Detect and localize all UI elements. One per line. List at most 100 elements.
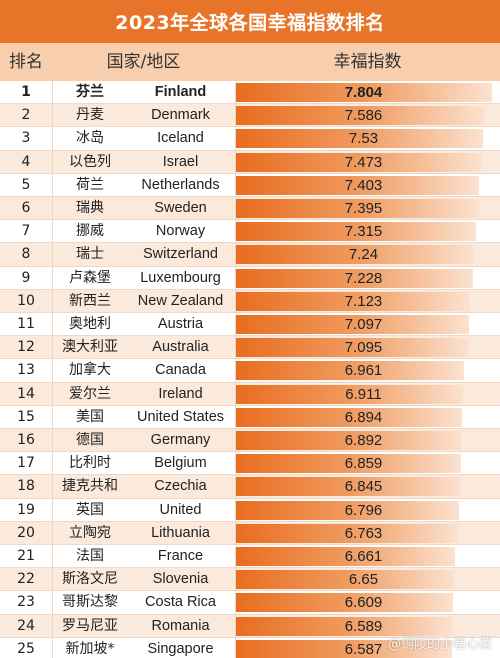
column-divider [235, 266, 236, 290]
score-bar [236, 175, 479, 195]
country-en-cell: Belgium [154, 455, 207, 472]
column-divider [52, 498, 53, 522]
column-divider [235, 521, 236, 545]
country-en-cell: United [159, 501, 202, 518]
score-bar [236, 83, 492, 102]
score-bar [236, 616, 453, 636]
column-divider [52, 429, 53, 453]
country-en-cell: Israel [162, 153, 199, 170]
country-en-cell: New Zealand [137, 292, 224, 309]
column-divider [235, 173, 236, 197]
score-bar [236, 639, 453, 658]
column-divider [52, 359, 53, 383]
column-divider [235, 104, 236, 128]
row-divider [0, 335, 500, 337]
column-divider [52, 127, 53, 151]
score-bar [236, 454, 461, 474]
country-cn-cell: 德国 [76, 432, 104, 448]
rank-cell: 18 [17, 478, 35, 495]
score-label: 7.315 [344, 223, 383, 241]
score-bar [236, 477, 461, 497]
score-bar [236, 291, 470, 311]
country-cn-cell: 冰岛 [76, 130, 104, 147]
row-divider [0, 358, 500, 360]
score-label: 6.763 [344, 524, 383, 542]
country-cn-cell: 卢森堡 [69, 269, 111, 286]
country-cn-cell: 荷兰 [76, 176, 104, 193]
table-row: 3 冰岛 Iceland 7.53 [0, 127, 500, 151]
score-bar [236, 199, 479, 218]
rank-cell: 4 [21, 153, 31, 170]
row-divider [0, 149, 500, 151]
score-bar [236, 338, 469, 358]
rank-cell: 24 [17, 617, 35, 634]
column-divider [52, 313, 53, 337]
country-cn-cell: 瑞士 [76, 246, 104, 263]
header-rank: 排名 [9, 52, 43, 72]
rank-cell: 8 [21, 246, 31, 263]
score-label: 7.095 [344, 339, 383, 357]
score-bar [236, 152, 482, 172]
score-label: 6.661 [344, 548, 383, 565]
country-cn-cell: 罗马尼亚 [62, 617, 118, 634]
score-label: 7.473 [344, 153, 383, 171]
score-bar [236, 500, 459, 520]
column-divider [52, 382, 53, 406]
watermark: @铜陵的小巷心菜 [387, 637, 492, 652]
column-divider [52, 220, 53, 244]
row-divider [0, 219, 500, 221]
column-divider [235, 614, 236, 638]
score-bar [236, 431, 463, 450]
score-label: 6.892 [344, 432, 383, 449]
column-divider [235, 568, 236, 592]
country-cn-cell: 丹麦 [76, 107, 104, 124]
rank-cell: 2 [21, 107, 31, 124]
rank-cell: 17 [17, 455, 35, 472]
column-divider [235, 405, 236, 429]
score-bar [236, 106, 485, 126]
country-cn-cell: 挪威 [76, 223, 104, 240]
table-row: 21 法国 France 6.661 [0, 545, 500, 569]
country-en-cell: Singapore [147, 640, 214, 657]
rank-cell: 22 [17, 571, 35, 588]
table-row: 11 奥地利 Austria 7.097 [0, 313, 500, 337]
column-divider [52, 452, 53, 476]
score-label: 7.586 [344, 107, 383, 125]
table-row: 9 卢森堡 Luxembourg 7.228 [0, 266, 500, 290]
rank-cell: 1 [21, 84, 31, 100]
column-divider [235, 452, 236, 476]
column-divider [235, 150, 236, 174]
rank-cell: 15 [17, 408, 35, 425]
row-divider [0, 404, 500, 406]
country-en-cell: Switzerland [143, 246, 218, 263]
row-divider [0, 590, 500, 592]
country-en-cell: Denmark [151, 107, 210, 124]
score-bar [236, 384, 463, 404]
column-divider [235, 313, 236, 337]
column-divider [52, 266, 53, 290]
table-row: 25 新加坡* Singapore 6.587 [0, 637, 500, 658]
column-divider [52, 475, 53, 499]
column-divider [235, 220, 236, 244]
row-divider [0, 567, 500, 569]
row-divider [0, 520, 500, 522]
table-row: 7 挪威 Norway 7.315 [0, 220, 500, 244]
country-en-cell: Romania [151, 617, 210, 634]
score-label: 6.589 [344, 617, 383, 635]
row-divider [0, 311, 500, 313]
column-divider [52, 614, 53, 638]
table-row: 5 荷兰 Netherlands 7.403 [0, 173, 500, 197]
column-divider [235, 545, 236, 569]
country-cn-cell: 比利时 [69, 455, 111, 472]
table-header: 排名 国家/地区 幸福指数 [0, 43, 500, 81]
rank-cell: 5 [21, 176, 31, 193]
rank-cell: 13 [17, 362, 35, 379]
table-row: 22 斯洛文尼 Slovenia 6.65 [0, 568, 500, 592]
table-row: 19 英国 United 6.796 [0, 498, 500, 522]
score-bar [236, 593, 453, 613]
score-bar [236, 523, 458, 543]
country-en-cell: Costa Rica [145, 594, 216, 611]
table-row: 2 丹麦 Denmark 7.586 [0, 104, 500, 128]
column-divider [235, 359, 236, 383]
score-bar [236, 222, 476, 242]
